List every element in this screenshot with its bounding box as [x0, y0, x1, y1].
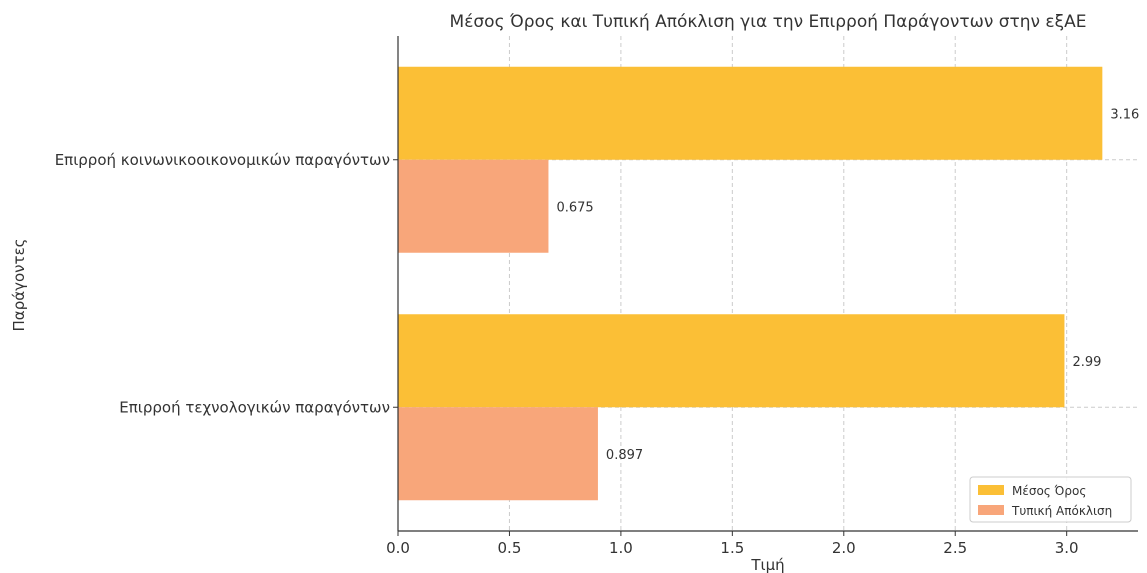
y-tick-label: Επιρροή τεχνολογικών παραγόντων	[119, 398, 390, 416]
x-tick-label: 0.0	[386, 539, 410, 557]
y-axis-label: Παράγοντες	[10, 239, 28, 332]
bar	[398, 159, 549, 253]
legend-swatch	[978, 505, 1004, 515]
data-label: 2.99	[1072, 355, 1101, 370]
data-label: 3.16	[1110, 107, 1139, 122]
legend: Μέσος Όρος Τυπική Απόκλιση	[969, 476, 1132, 523]
legend-box	[969, 476, 1132, 523]
x-tick-label: 0.5	[498, 539, 522, 557]
x-tick-label: 1.5	[720, 539, 744, 557]
y-tick-label: Επιρροή κοινωνικοοικονομικών παραγόντων	[55, 151, 390, 169]
x-tick-label: 2.5	[943, 539, 967, 557]
axes	[397, 36, 1138, 532]
x-tick-label: 1.0	[609, 539, 633, 557]
data-label: 0.897	[606, 448, 643, 463]
x-ticks: 0.0 0.5 1.0 1.5 2.0 2.5 3.0	[386, 531, 1079, 557]
data-label: 0.675	[556, 200, 593, 215]
bar	[398, 407, 598, 501]
bar	[398, 314, 1065, 408]
bars: 3.16 0.675 2.99 0.897	[398, 66, 1139, 501]
x-axis-label: Τιμή	[750, 556, 784, 573]
x-tick-label: 2.0	[832, 539, 856, 557]
legend-swatch	[978, 485, 1004, 495]
chart-title: Μέσος Όρος και Τυπική Απόκλιση για την Ε…	[450, 12, 1087, 32]
bar	[398, 66, 1103, 160]
legend-label: Τυπική Απόκλιση	[1011, 504, 1112, 518]
legend-label: Μέσος Όρος	[1012, 484, 1086, 498]
x-tick-label: 3.0	[1055, 539, 1079, 557]
y-ticks: Επιρροή κοινωνικοοικονομικών παραγόντων Ε…	[55, 151, 398, 416]
